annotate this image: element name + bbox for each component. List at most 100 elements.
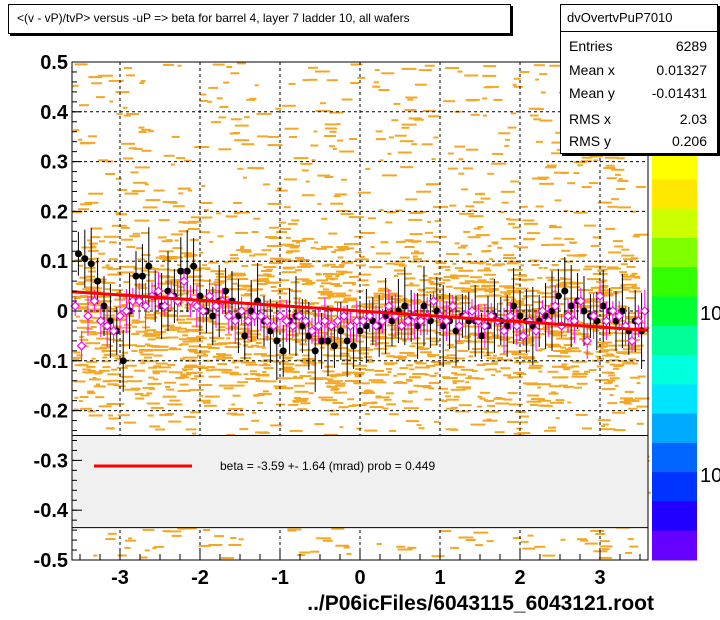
histogram-cell	[620, 263, 628, 266]
histogram-cell	[349, 138, 357, 140]
histogram-cell	[583, 268, 593, 271]
histogram-cell	[408, 376, 420, 379]
histogram-cell	[459, 282, 471, 285]
histogram-cell	[578, 304, 584, 307]
histogram-cell	[506, 262, 519, 265]
histogram-cell	[439, 334, 449, 336]
histogram-cell	[454, 373, 467, 376]
histogram-cell	[503, 338, 510, 341]
histogram-cell	[568, 337, 577, 340]
histogram-cell	[533, 118, 542, 121]
histogram-cell	[353, 382, 359, 385]
histogram-cell	[556, 337, 571, 340]
histogram-cell	[529, 344, 535, 347]
histogram-cell	[77, 281, 85, 284]
histogram-cell	[386, 298, 402, 300]
histogram-cell	[314, 70, 330, 73]
histogram-cell	[631, 272, 638, 275]
histogram-cell	[78, 400, 83, 403]
histogram-cell	[91, 289, 96, 291]
histogram-cell	[513, 245, 518, 248]
histogram-cell	[531, 311, 539, 314]
histogram-cell	[158, 250, 174, 253]
histogram-cell	[465, 205, 475, 208]
histogram-cell	[243, 116, 250, 119]
data-point	[95, 316, 106, 326]
histogram-cell	[99, 240, 105, 243]
histogram-cell	[243, 344, 249, 347]
histogram-cell	[103, 353, 116, 356]
histogram-cell	[311, 363, 316, 366]
histogram-cell	[171, 163, 175, 166]
histogram-cell	[482, 250, 492, 253]
histogram-cell	[575, 269, 581, 272]
data-point	[230, 316, 241, 326]
histogram-cell	[230, 260, 238, 263]
histogram-cell	[163, 154, 175, 157]
histogram-cell	[261, 354, 276, 357]
histogram-cell	[200, 304, 210, 307]
histogram-cell	[515, 330, 531, 333]
histogram-cell	[116, 213, 128, 216]
histogram-cell	[623, 402, 632, 405]
histogram-cell	[422, 386, 432, 389]
histogram-cell	[199, 251, 204, 254]
histogram-cell	[601, 331, 617, 334]
histogram-cell	[495, 402, 510, 405]
histogram-cell	[79, 306, 88, 309]
histogram-cell	[484, 290, 496, 293]
histogram-cell	[185, 364, 198, 367]
histogram-cell	[209, 336, 219, 339]
histogram-cell	[548, 392, 559, 395]
histogram-cell	[242, 285, 252, 288]
histogram-cell	[552, 334, 568, 337]
histogram-cell	[477, 405, 482, 408]
histogram-cell	[326, 309, 332, 312]
histogram-cell	[357, 191, 371, 194]
histogram-cell	[126, 74, 135, 77]
histogram-cell	[407, 98, 414, 101]
histogram-cell	[205, 302, 211, 305]
histogram-cell	[331, 250, 337, 253]
histogram-cell	[530, 316, 538, 319]
histogram-cell	[188, 350, 198, 353]
histogram-cell	[595, 265, 607, 268]
histogram-cell	[285, 251, 293, 254]
histogram-cell	[558, 376, 569, 379]
histogram-cell	[336, 337, 344, 340]
histogram-cell	[299, 343, 308, 346]
histogram-cell	[462, 261, 474, 263]
histogram-cell	[330, 413, 339, 416]
histogram-cell	[331, 346, 347, 349]
histogram-cell	[523, 238, 535, 241]
histogram-cell	[560, 538, 566, 541]
histogram-cell	[513, 537, 522, 539]
histogram-cell	[486, 540, 494, 543]
histogram-cell	[414, 361, 422, 364]
histogram-cell	[457, 349, 469, 352]
histogram-cell	[88, 414, 103, 417]
histogram-cell	[459, 212, 474, 215]
histogram-cell	[168, 348, 182, 351]
histogram-cell	[265, 305, 271, 308]
histogram-cell	[401, 67, 417, 70]
histogram-cell	[214, 278, 220, 281]
data-point	[191, 301, 202, 311]
y-tick-label: 0.1	[40, 251, 68, 273]
histogram-cell	[341, 98, 353, 101]
histogram-cell	[191, 371, 203, 374]
histogram-cell	[291, 240, 306, 242]
histogram-cell	[120, 375, 134, 378]
histogram-cell	[453, 287, 465, 290]
histogram-cell	[321, 217, 328, 220]
histogram-cell	[537, 399, 551, 402]
histogram-cell	[541, 244, 550, 246]
histogram-cell	[397, 548, 413, 551]
histogram-cell	[525, 314, 536, 317]
histogram-cell	[405, 96, 418, 99]
histogram-cell	[372, 306, 384, 309]
histogram-cell	[138, 320, 145, 323]
histogram-cell	[566, 254, 581, 257]
histogram-cell	[221, 371, 231, 374]
histogram-cell	[536, 291, 544, 294]
